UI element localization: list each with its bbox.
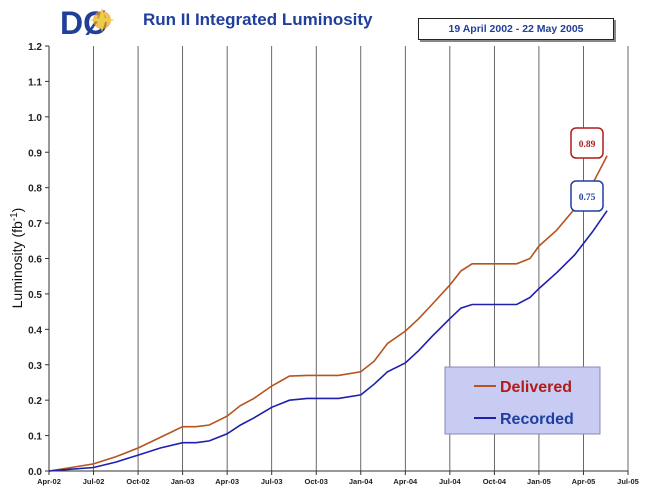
x-tick-label: Oct-02: [126, 477, 149, 486]
legend-box: [444, 366, 601, 435]
end-label-box-delivered: [570, 127, 604, 159]
y-tick-label: 0.4: [28, 325, 42, 336]
y-axis-label: Luminosity (fb-1): [9, 208, 25, 309]
x-tick-label: Apr-04: [393, 477, 418, 486]
series-line-recorded: [48, 210, 608, 472]
chart-title: Run II Integrated Luminosity: [143, 10, 373, 29]
x-tick-label: Jul-03: [261, 477, 283, 486]
end-label-delivered: 0.89: [579, 140, 596, 150]
y-tick-label: 0.0: [28, 467, 42, 478]
y-tick-label: 0.1: [28, 432, 42, 443]
x-tick-label: Oct-03: [305, 477, 328, 486]
y-tick-label: 0.5: [28, 290, 42, 301]
x-tick-label: Oct-04: [483, 477, 507, 486]
legend-label-recorded: Recorded: [500, 411, 574, 428]
y-tick-label: 1.0: [28, 113, 42, 124]
legend-label-delivered: Delivered: [500, 379, 572, 396]
y-tick-label: 0.8: [28, 184, 42, 195]
y-tick-label: 0.2: [28, 396, 42, 407]
date-range-box: 19 April 2002 - 22 May 2005: [418, 18, 614, 40]
end-label-recorded: 0.75: [579, 193, 596, 203]
x-tick-label: Apr-03: [215, 477, 239, 486]
x-tick-label: Jan-04: [349, 477, 374, 486]
y-tick-label: 1.1: [28, 77, 42, 88]
x-tick-label: Jan-03: [171, 477, 195, 486]
x-tick-label: Apr-02: [37, 477, 61, 486]
x-tick-label: Jul-05: [617, 477, 639, 486]
y-tick-label: 0.9: [28, 148, 42, 159]
y-ticks: 0.0 0.1 0.2 0.3 0.4 0.5 0.6 0.7 0.8 0.9 1.0 1.1 1.2: [28, 42, 49, 478]
x-tick-label: Jan-05: [527, 477, 551, 486]
legend: Delivered Recorded: [444, 366, 601, 435]
gridlines: [93, 46, 629, 471]
logo-star-icon: [89, 8, 115, 32]
x-tick-label: Jul-04: [439, 477, 462, 486]
x-tick-label: Jul-02: [83, 477, 105, 486]
y-tick-label: 1.2: [28, 42, 42, 53]
x-tick-label: Apr-05: [572, 477, 596, 486]
series-lines: [48, 155, 608, 472]
end-label-box-recorded: [570, 180, 604, 212]
y-tick-label: 0.3: [28, 361, 42, 372]
d0-logo: DØ: [60, 5, 115, 40]
x-ticks: Apr-02 Jul-02 Oct-02 Jan-03 Apr-03 Jul-03 Oct-…: [37, 471, 639, 486]
series-line-delivered: [48, 155, 608, 472]
y-tick-label: 0.6: [28, 255, 42, 266]
end-labels: 0.89 0.75: [570, 127, 604, 212]
y-tick-label: 0.7: [28, 219, 42, 230]
